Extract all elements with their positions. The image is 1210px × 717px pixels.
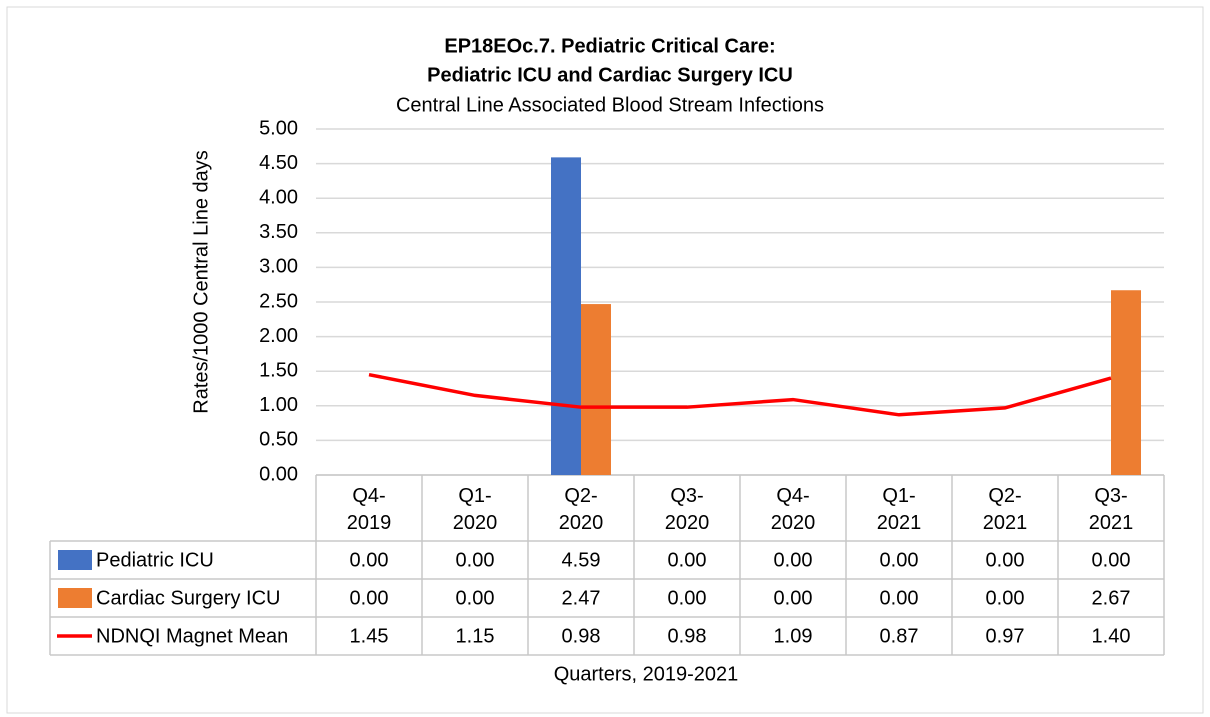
y-tick-label: 4.00 bbox=[259, 186, 298, 208]
x-tick-label: Q3-2021 bbox=[1088, 485, 1134, 534]
table-cell: 0.00 bbox=[986, 549, 1025, 571]
legend-key bbox=[58, 588, 92, 608]
bar bbox=[1111, 290, 1141, 475]
table-cell: 0.00 bbox=[986, 587, 1025, 609]
legend-key bbox=[58, 550, 92, 570]
table-cell: 0.00 bbox=[880, 549, 919, 571]
table-cell: 1.40 bbox=[1092, 625, 1131, 647]
x-tick-label: Q3-2020 bbox=[664, 485, 710, 534]
y-tick-label: 3.50 bbox=[259, 221, 298, 243]
x-tick-label: Q1-2020 bbox=[452, 485, 498, 534]
table-cell: 0.98 bbox=[562, 625, 601, 647]
table-cell: 4.59 bbox=[562, 549, 601, 571]
table-cell: 0.00 bbox=[668, 549, 707, 571]
legend-label: Cardiac Surgery ICU bbox=[96, 587, 281, 609]
chart-frame bbox=[6, 6, 1204, 714]
x-tick-label: Q2-2021 bbox=[982, 485, 1028, 534]
chart-subtitle: Pediatric ICU and Cardiac Surgery ICU bbox=[427, 64, 793, 86]
legend-label: Pediatric ICU bbox=[96, 549, 214, 571]
table-cell: 1.15 bbox=[456, 625, 495, 647]
bar bbox=[581, 304, 611, 475]
x-tick-label: Q2-2020 bbox=[558, 485, 604, 534]
y-tick-label: 2.00 bbox=[259, 325, 298, 347]
table-cell: 0.00 bbox=[774, 587, 813, 609]
table-cell: 0.00 bbox=[1092, 549, 1131, 571]
table-cell: 0.00 bbox=[774, 549, 813, 571]
x-tick-label: Q1-2021 bbox=[876, 485, 922, 534]
x-tick-label: Q4-2020 bbox=[770, 485, 816, 534]
y-tick-label: 3.00 bbox=[259, 256, 298, 278]
x-tick-label: Q4-2019 bbox=[346, 485, 392, 534]
table-cell: 0.00 bbox=[456, 587, 495, 609]
table-cell: 2.67 bbox=[1092, 587, 1131, 609]
y-tick-label: 1.00 bbox=[259, 394, 298, 416]
table-cell: 1.09 bbox=[774, 625, 813, 647]
line bbox=[368, 372, 1112, 417]
legend-label: NDNQI Magnet Mean bbox=[96, 625, 288, 647]
table-cell: 2.47 bbox=[562, 587, 601, 609]
table-cell: 0.87 bbox=[880, 625, 919, 647]
bar bbox=[551, 157, 581, 475]
chart-title: EP18EOc.7. Pediatric Critical Care: bbox=[444, 35, 775, 57]
y-tick-label: 0.50 bbox=[259, 429, 298, 451]
y-tick-label: 5.00 bbox=[259, 117, 298, 139]
x-axis-title: Quarters, 2019-2021 bbox=[554, 663, 739, 685]
table-cell: 1.45 bbox=[350, 625, 389, 647]
y-tick-label: 0.00 bbox=[259, 463, 298, 485]
table-cell: 0.98 bbox=[668, 625, 707, 647]
y-axis-title: Rates/1000 Central Line days bbox=[190, 150, 212, 414]
y-tick-label: 4.50 bbox=[259, 152, 298, 174]
table-cell: 0.00 bbox=[668, 587, 707, 609]
table-cell: 0.00 bbox=[456, 549, 495, 571]
table-cell: 0.00 bbox=[350, 549, 389, 571]
table-cell: 0.00 bbox=[350, 587, 389, 609]
y-tick-label: 2.50 bbox=[259, 290, 298, 312]
table-cell: 0.00 bbox=[880, 587, 919, 609]
y-tick-label: 1.50 bbox=[259, 359, 298, 381]
chart-subtitle: Central Line Associated Blood Stream Inf… bbox=[396, 94, 824, 116]
table-cell: 0.97 bbox=[986, 625, 1025, 647]
